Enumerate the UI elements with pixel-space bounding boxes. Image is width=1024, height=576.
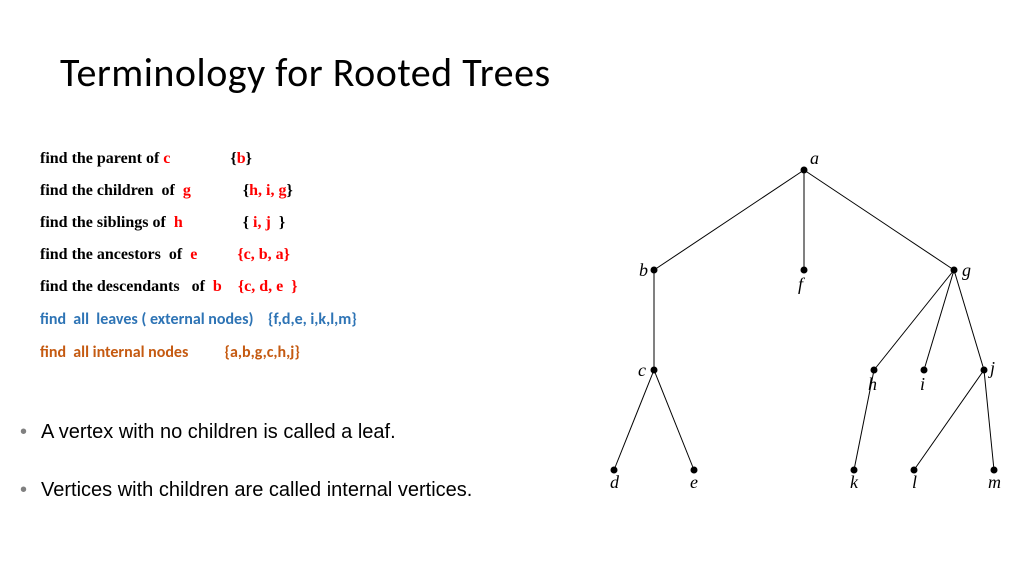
tree-label-g: g bbox=[962, 260, 971, 280]
tree-edge bbox=[654, 170, 804, 270]
terminology-line: find the descendants of b {c, d, e } bbox=[40, 278, 520, 296]
terminology-line: find all internal nodes {a,b,g,c,h,j} bbox=[40, 343, 520, 362]
bullet-item: • A vertex with no children is called a … bbox=[20, 420, 540, 444]
tree-label-j: j bbox=[988, 358, 995, 378]
bullet-dot-icon: • bbox=[20, 478, 27, 502]
tree-label-c: c bbox=[638, 360, 646, 380]
terminology-line: find the ancestors of e {c, b, a} bbox=[40, 246, 520, 264]
tree-node-f bbox=[801, 267, 808, 274]
tree-label-e: e bbox=[690, 472, 698, 490]
tree-label-m: m bbox=[988, 472, 1001, 490]
bullet-text: A vertex with no children is called a le… bbox=[41, 420, 396, 444]
tree-label-k: k bbox=[850, 472, 859, 490]
tree-edge bbox=[954, 270, 984, 370]
bullet-dot-icon: • bbox=[20, 420, 27, 444]
slide-title: Terminology for Rooted Trees bbox=[60, 48, 551, 97]
tree-edge bbox=[874, 270, 954, 370]
tree-label-l: l bbox=[912, 472, 917, 490]
tree-edge bbox=[924, 270, 954, 370]
tree-edge bbox=[654, 370, 694, 470]
tree-node-c bbox=[651, 367, 658, 374]
tree-node-i bbox=[921, 367, 928, 374]
tree-label-i: i bbox=[920, 374, 925, 394]
bullet-list: • A vertex with no children is called a … bbox=[20, 420, 540, 536]
tree-label-f: f bbox=[798, 274, 806, 294]
tree-label-b: b bbox=[639, 260, 648, 280]
bullet-item: • Vertices with children are called inte… bbox=[20, 478, 540, 502]
tree-node-g bbox=[951, 267, 958, 274]
tree-node-h bbox=[871, 367, 878, 374]
rooted-tree-diagram: a b f g c h i j d e k l m bbox=[584, 150, 1004, 490]
tree-edge bbox=[984, 370, 994, 470]
tree-label-h: h bbox=[868, 374, 877, 394]
terminology-line: find the children of g {h, i, g} bbox=[40, 182, 520, 200]
terminology-line: find the siblings of h { i, j } bbox=[40, 214, 520, 232]
tree-label-d: d bbox=[610, 472, 620, 490]
bullet-text: Vertices with children are called intern… bbox=[41, 478, 472, 502]
tree-node-j bbox=[981, 367, 988, 374]
tree-edge bbox=[804, 170, 954, 270]
tree-node-b bbox=[651, 267, 658, 274]
terminology-lines: find the parent of c {b} find the childre… bbox=[40, 150, 520, 376]
terminology-line: find the parent of c {b} bbox=[40, 150, 520, 168]
terminology-line: find all leaves ( external nodes) {f,d,e… bbox=[40, 310, 520, 329]
tree-label-a: a bbox=[810, 150, 819, 168]
tree-edge bbox=[614, 370, 654, 470]
tree-node-a bbox=[801, 167, 808, 174]
